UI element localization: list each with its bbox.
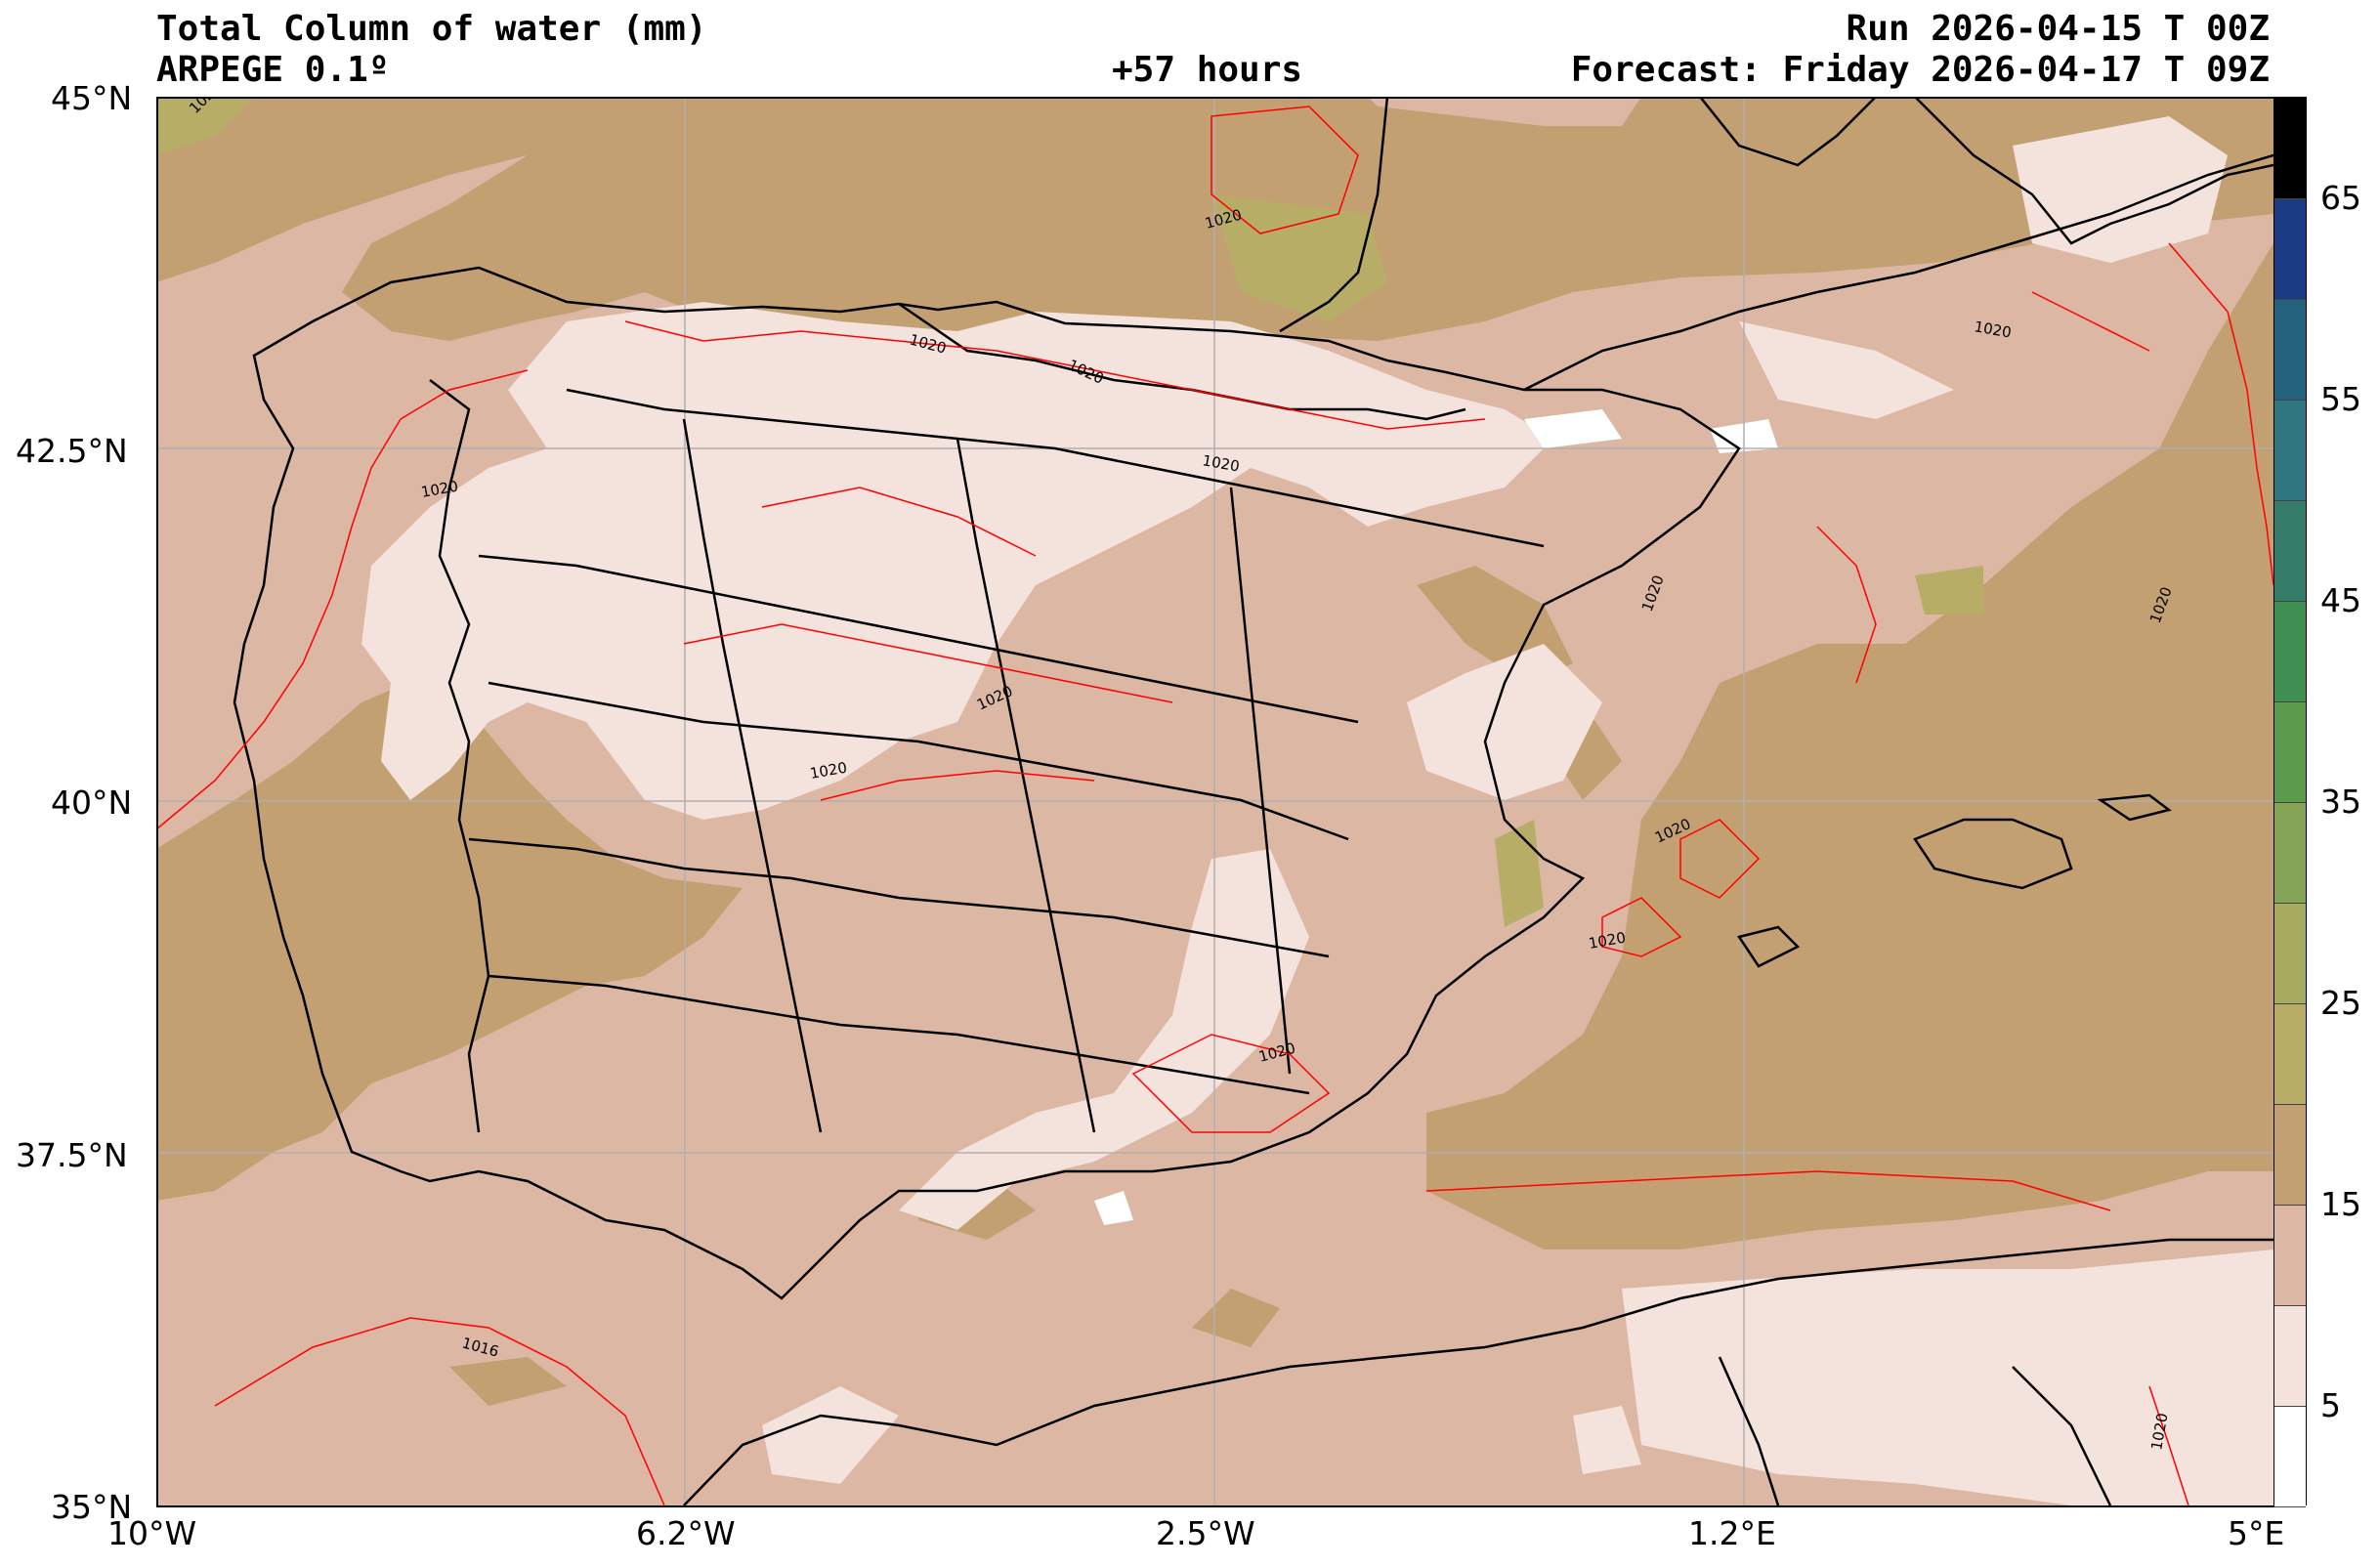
- colorbar-tick-label: 45: [2320, 581, 2361, 619]
- colorbar-tick-label: 25: [2320, 984, 2361, 1022]
- isobars: [156, 106, 2273, 1505]
- lon-tick-label: 6.2°W: [636, 1514, 736, 1552]
- water-field-5-10: [361, 116, 2273, 1505]
- colorbar-segment: [2274, 400, 2306, 501]
- colorbar-segment: [2274, 601, 2306, 702]
- lat-tick-label: 42.5°N: [16, 432, 128, 470]
- colorbar-segment: [2274, 500, 2306, 602]
- colorbar-tick-label: 35: [2320, 783, 2361, 821]
- colorbar-tick-label: 15: [2320, 1185, 2361, 1223]
- lon-tick-label: 1.2°E: [1688, 1514, 1776, 1552]
- lat-tick-label: 45°N: [51, 79, 133, 117]
- water-field-20-25: [156, 97, 1983, 927]
- lat-tick-label: 35°N: [51, 1488, 133, 1526]
- run-label: Run 2026-04-15 T 00Z: [1846, 9, 2270, 49]
- colorbar-segment: [2274, 1305, 2306, 1407]
- colorbar-segment: [2274, 1003, 2306, 1105]
- colorbar: [2273, 97, 2307, 1507]
- model-label: ARPEGE 0.1º: [156, 50, 390, 90]
- country-borders: [233, 97, 2273, 1505]
- colorbar-segment: [2274, 1205, 2306, 1306]
- map-canvas: 1020 1020 1020 1020 1020 1020 1020 1020 …: [156, 97, 2273, 1505]
- colorbar-segment: [2274, 802, 2306, 904]
- forecast-label: Forecast: Friday 2026-04-17 T 09Z: [1570, 50, 2270, 90]
- map-panel[interactable]: 1020 1020 1020 1020 1020 1020 1020 1020 …: [156, 97, 2273, 1505]
- colorbar-segment: [2274, 1406, 2306, 1507]
- colorbar-segment: [2274, 299, 2306, 401]
- colorbar-tick-label: 5: [2320, 1386, 2341, 1424]
- colorbar-segment: [2274, 701, 2306, 803]
- colorbar-segment: [2274, 903, 2306, 1004]
- colorbar-tick-label: 55: [2320, 380, 2361, 418]
- colorbar-segment: [2274, 198, 2306, 300]
- lon-tick-label: 10°W: [107, 1514, 197, 1552]
- lat-tick-label: 37.5°N: [16, 1136, 128, 1174]
- colorbar-tick-label: 65: [2320, 179, 2361, 217]
- lead-time-label: +57 hours: [1112, 50, 1303, 90]
- map-title: Total Column of water (mm): [156, 9, 707, 49]
- lon-tick-label: 5°E: [2228, 1514, 2285, 1552]
- graticule: [156, 97, 2273, 1505]
- colorbar-segment: [2274, 98, 2306, 199]
- lat-tick-label: 40°N: [51, 784, 133, 822]
- colorbar-segment: [2274, 1104, 2306, 1206]
- lon-tick-label: 2.5°W: [1156, 1514, 1255, 1552]
